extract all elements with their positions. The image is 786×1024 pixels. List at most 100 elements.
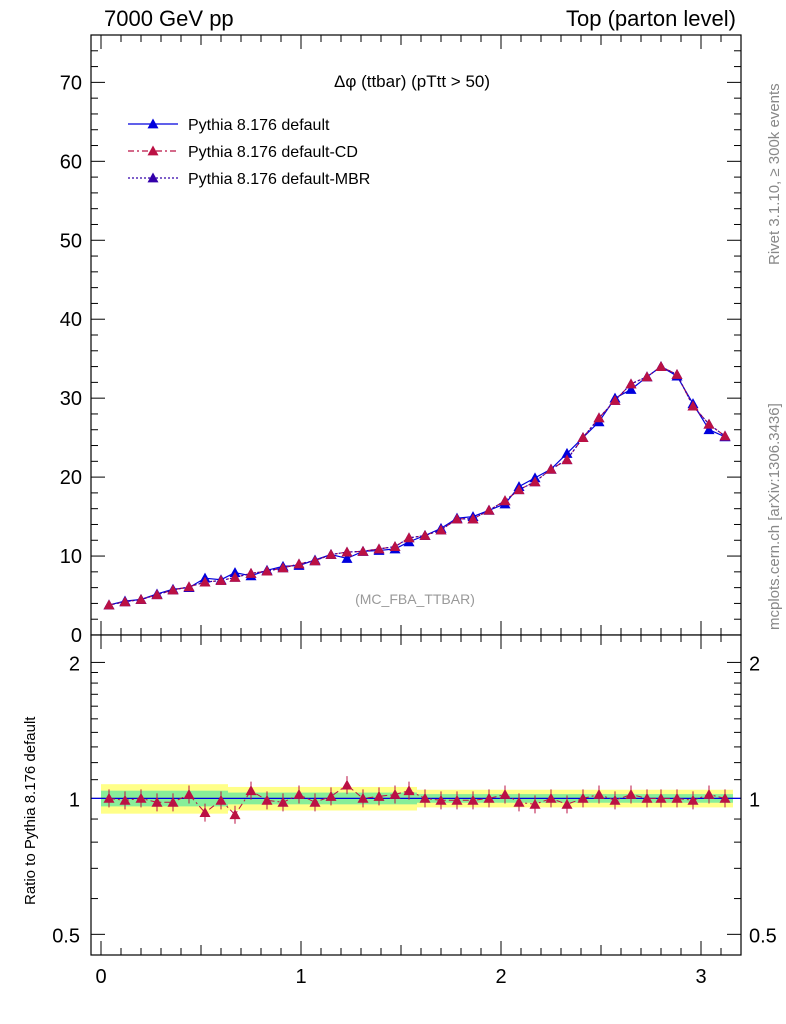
y-tick-label: 50	[60, 230, 82, 252]
series-1-marker	[545, 463, 557, 474]
series-1-marker	[687, 400, 699, 411]
ratio-marker	[703, 788, 715, 799]
series-0-marker	[561, 447, 573, 458]
ratio-marker	[245, 785, 257, 796]
ratio-marker	[513, 796, 525, 807]
series-1-marker	[719, 430, 731, 441]
ratio-marker	[167, 796, 179, 807]
header-process-label: Top (parton level)	[566, 6, 736, 31]
series-1-marker	[483, 504, 495, 515]
ratio-marker	[183, 788, 195, 799]
ratio-marker	[655, 792, 667, 803]
ratio-marker	[293, 788, 305, 799]
legend-marker-1	[147, 145, 159, 156]
series-1-marker	[467, 513, 479, 524]
y-tick-label: 60	[60, 151, 82, 173]
ratio-marker	[341, 779, 353, 790]
ratio-marker	[499, 788, 511, 799]
ratio-y-tick-label: 0.5	[52, 925, 80, 947]
series-1-marker	[183, 581, 195, 592]
series-1-marker	[245, 567, 257, 578]
ratio-marker	[357, 792, 369, 803]
ratio-marker	[309, 796, 321, 807]
ratio-marker	[261, 794, 273, 805]
ratio-y-tick-label-right: 2	[749, 653, 760, 675]
ratio-marker	[593, 788, 605, 799]
series-1-marker	[609, 395, 621, 405]
legend-marker-2	[147, 172, 159, 183]
ratio-marker	[199, 807, 211, 818]
ratio-marker	[103, 792, 115, 803]
series-0-marker	[341, 552, 353, 563]
ratio-marker	[215, 794, 227, 805]
series-1-marker	[671, 368, 683, 379]
ratio-marker	[435, 794, 447, 805]
ratio-marker	[719, 792, 731, 803]
main-plot-area	[91, 35, 741, 635]
series-1-marker	[435, 524, 447, 535]
series-1-marker	[389, 541, 401, 551]
series-1-marker	[293, 558, 305, 569]
legend-label-2: Pythia 8.176 default-MBR	[188, 171, 370, 188]
series-0-marker	[625, 383, 637, 394]
ratio-marker	[325, 790, 337, 801]
series-1-marker	[103, 599, 115, 610]
series-1-marker	[703, 418, 715, 429]
series-1-marker	[529, 476, 541, 487]
ratio-y-tick-label: 1	[69, 789, 80, 811]
series-1-marker	[341, 546, 353, 557]
ratio-marker	[451, 794, 463, 805]
ratio-y-tick-label-right: 1	[749, 789, 760, 811]
header-energy-label: 7000 GeV pp	[104, 6, 234, 31]
ratio-marker	[625, 788, 637, 799]
ratio-marker	[467, 794, 479, 805]
ratio-marker	[135, 792, 147, 803]
y-tick-label: 20	[60, 467, 82, 489]
series-1-marker	[151, 589, 163, 600]
main-axis-ticks	[91, 34, 742, 636]
series-1-marker	[499, 495, 511, 506]
ratio-y-tick-labels: 0.5 0.5 1 1 2 2	[52, 653, 777, 947]
series-1-marker	[135, 593, 147, 604]
series-line-2	[108, 365, 726, 606]
ratio-marker	[229, 809, 241, 820]
series-1-marker	[641, 371, 653, 382]
series-1-marker	[199, 576, 211, 587]
ratio-marker	[609, 794, 621, 805]
series-1-marker	[229, 571, 241, 582]
ratio-marker	[545, 792, 557, 803]
series-1-marker	[357, 545, 369, 556]
y-tick-label: 30	[60, 388, 82, 410]
legend-marker-0	[147, 118, 159, 129]
analysis-watermark: (MC_FBA_TTBAR)	[355, 591, 475, 607]
y-tick-label: 0	[71, 625, 82, 647]
main-y-tick-labels: 0 10 20 30 40 50 60 70	[60, 72, 82, 647]
series-1-marker	[625, 378, 637, 389]
y-tick-label: 70	[60, 72, 82, 94]
series-1-marker	[215, 575, 227, 585]
ratio-y-tick-label: 2	[69, 653, 80, 675]
ratio-series-line	[108, 784, 726, 816]
series-1-marker	[561, 454, 573, 465]
legend-label-0: Pythia 8.176 default	[188, 117, 330, 134]
ratio-series-group	[91, 776, 741, 824]
x-tick-label: 3	[695, 966, 706, 988]
ratio-marker	[373, 790, 385, 801]
ratio-marker	[561, 798, 573, 809]
ratio-marker	[403, 785, 415, 796]
main-series-group	[103, 361, 731, 610]
ratio-marker	[277, 796, 289, 807]
series-1-marker	[119, 596, 131, 607]
series-1-marker	[419, 530, 431, 540]
x-tick-labels: 0 1 2 3	[95, 966, 706, 988]
ratio-y-tick-label-right: 0.5	[749, 925, 777, 947]
series-1-marker	[593, 412, 605, 423]
series-0-marker	[703, 424, 715, 435]
series-1-marker	[261, 565, 273, 576]
series-1-marker	[655, 361, 667, 371]
series-line-0	[108, 365, 726, 606]
legend-label-1: Pythia 8.176 default-CD	[188, 144, 358, 161]
ratio-marker	[419, 792, 431, 803]
ratio-marker	[151, 796, 163, 807]
